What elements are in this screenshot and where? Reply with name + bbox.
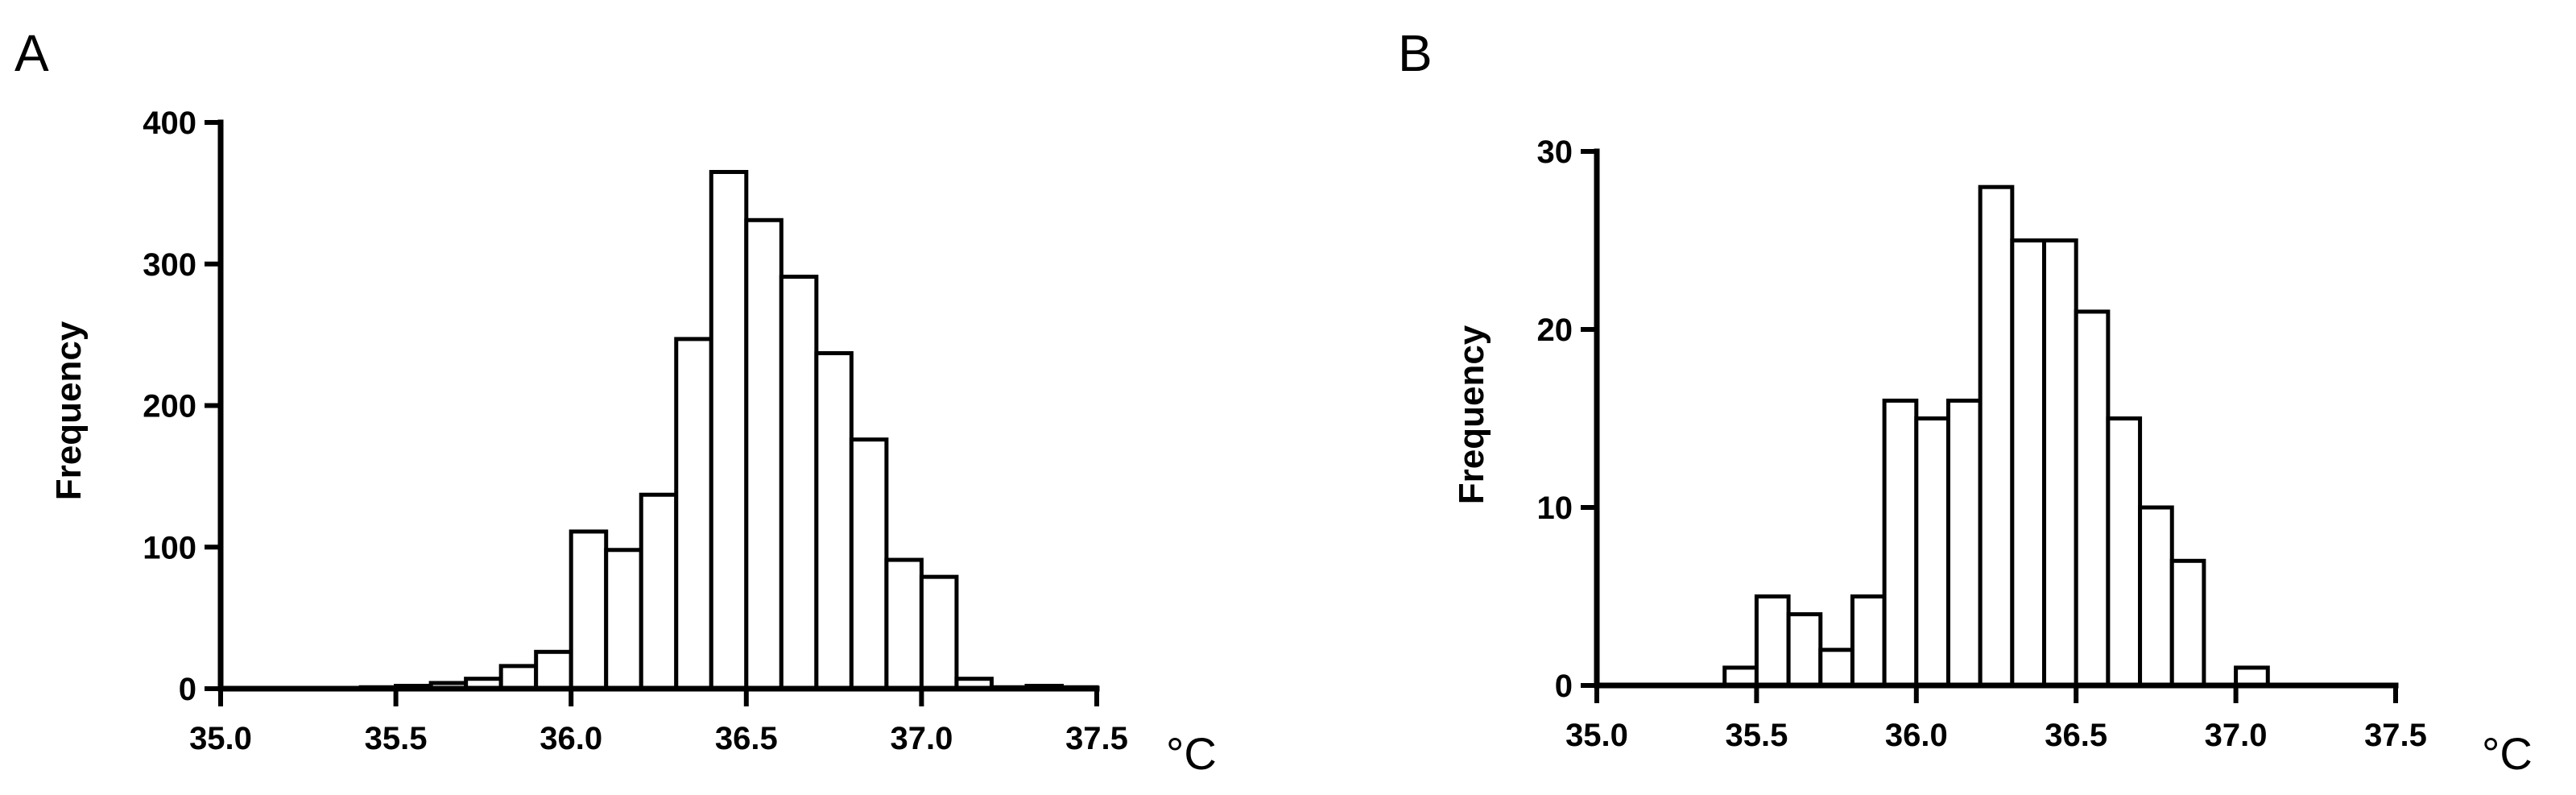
- axes: [1594, 148, 2399, 689]
- panel-a: A Frequency 0 100 200 300 400 35.0 35.5 36.0 36…: [14, 24, 1217, 779]
- histogram-bar: [534, 649, 573, 691]
- histogram-bar: [884, 557, 924, 691]
- histogram-bar: [709, 170, 749, 691]
- histogram-bar: [2074, 309, 2111, 688]
- histogram-bar: [569, 529, 609, 691]
- panel-b: B Frequency 0 10 20 30 35.0 35.5 36.0 36.5 37.0…: [1398, 24, 2533, 779]
- y-tick-label: 0: [1555, 669, 1573, 704]
- histogram-bar: [1850, 594, 1887, 688]
- y-tick-label: 400: [143, 106, 196, 141]
- x-tick-label: 35.5: [365, 721, 428, 756]
- x-tick-label: 35.0: [189, 721, 252, 756]
- histogram-bar: [2042, 238, 2078, 688]
- x-tick-label: 37.0: [890, 721, 953, 756]
- x-tick-label: 36.5: [2045, 718, 2107, 753]
- y-tick-label: 20: [1537, 313, 1573, 348]
- x-tick-label: 36.0: [540, 721, 602, 756]
- bars: [1722, 184, 2270, 688]
- histogram-bar: [1754, 594, 1791, 688]
- x-ticks: 35.0 35.5 36.0 36.5 37.0 37.5: [189, 689, 1128, 756]
- bars: [358, 170, 1099, 691]
- histogram-bar: [1818, 648, 1854, 688]
- y-ticks: 0 100 200 300 400: [143, 106, 221, 707]
- histogram-bar: [674, 337, 713, 691]
- panel-label: B: [1398, 24, 1433, 82]
- histogram-bar: [1945, 398, 1983, 688]
- x-ticks: 35.0 35.5 36.0 36.5 37.0 37.5: [1565, 685, 2427, 753]
- histogram-bar: [1914, 416, 1950, 688]
- histogram-bar: [2106, 416, 2143, 688]
- y-tick-label: 300: [143, 247, 196, 283]
- histogram-bar: [919, 574, 959, 691]
- x-tick-label: 36.5: [715, 721, 778, 756]
- x-tick-label: 35.0: [1565, 718, 1628, 753]
- y-tick-label: 30: [1537, 135, 1573, 170]
- histogram-bar: [2138, 505, 2174, 688]
- histogram-bar: [1978, 184, 2015, 688]
- y-tick-label: 100: [143, 530, 196, 565]
- histogram-bar: [604, 548, 643, 691]
- histogram-bar: [2010, 238, 2047, 688]
- x-tick-label: 35.5: [1725, 718, 1788, 753]
- histogram-bar: [2169, 558, 2206, 688]
- histogram-bar: [1882, 398, 1919, 688]
- y-axis-title: Frequency: [49, 321, 89, 500]
- x-tick-label: 37.5: [1065, 721, 1128, 756]
- x-unit-label: °C: [1166, 728, 1217, 779]
- x-tick-label: 37.5: [2364, 718, 2427, 753]
- x-tick-label: 36.0: [1885, 718, 1948, 753]
- y-tick-label: 10: [1537, 491, 1573, 526]
- y-ticks: 0 10 20 30: [1537, 135, 1597, 704]
- histogram-bar: [779, 275, 819, 691]
- histogram-bar: [1786, 612, 1823, 688]
- x-unit-label: °C: [2482, 728, 2533, 779]
- histogram-bar: [639, 492, 679, 691]
- histogram-bar: [814, 350, 854, 691]
- panel-label: A: [14, 24, 49, 82]
- histogram-bar: [744, 217, 784, 691]
- y-tick-label: 200: [143, 389, 196, 424]
- y-axis-title: Frequency: [1452, 325, 1491, 504]
- y-tick-label: 0: [179, 672, 196, 707]
- histogram-bar: [849, 437, 889, 691]
- x-tick-label: 37.0: [2205, 718, 2268, 753]
- histogram-bar: [498, 664, 539, 691]
